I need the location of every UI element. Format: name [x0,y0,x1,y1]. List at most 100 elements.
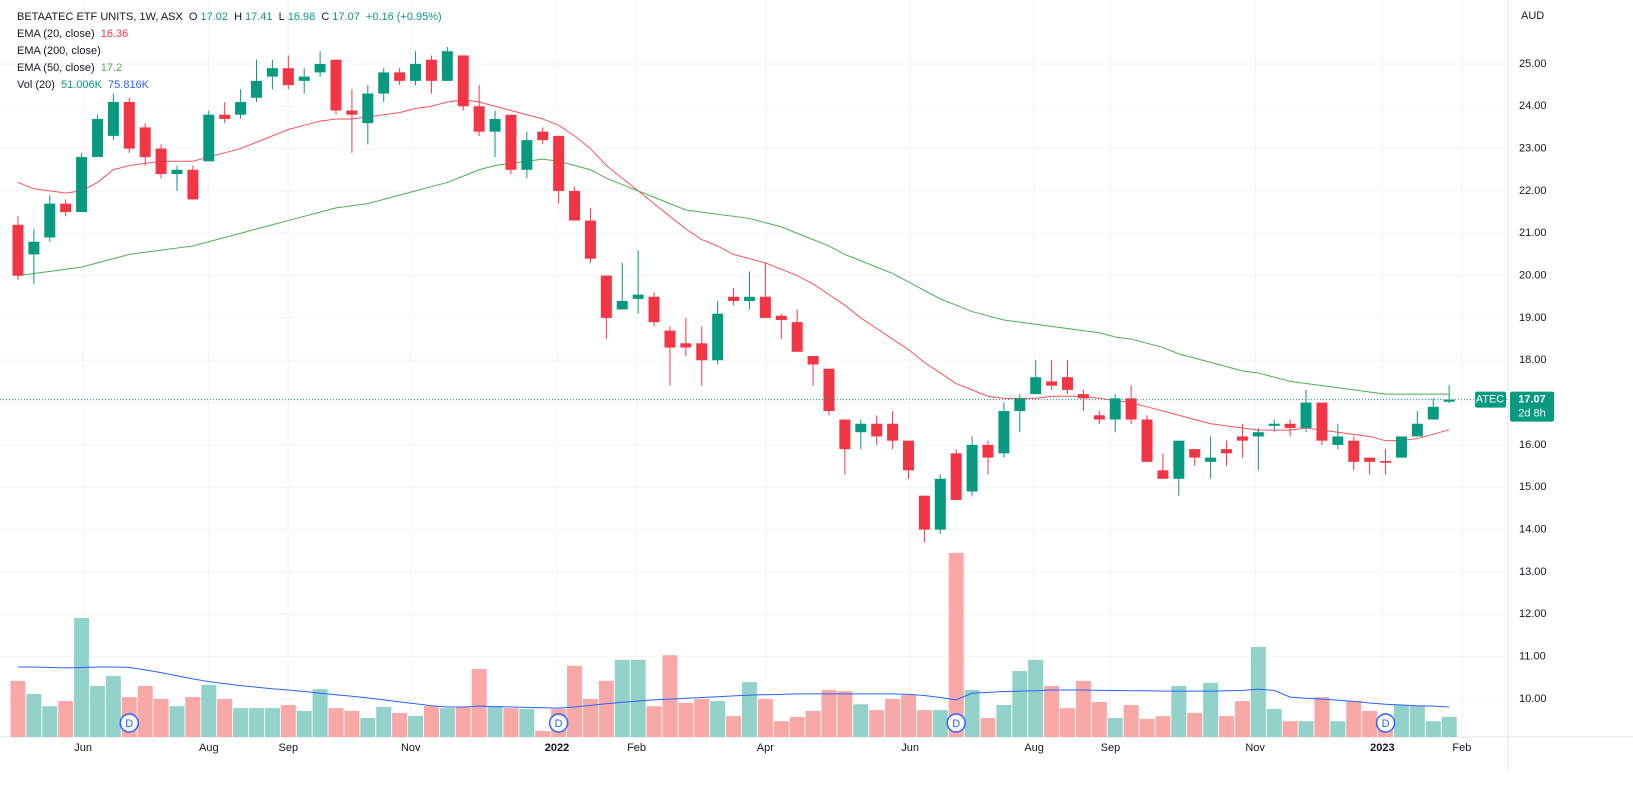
volume-bar [1250,646,1266,737]
candle-body [696,343,708,361]
volume-bar [662,655,678,737]
y-tick-label: 12.00 [1519,608,1547,620]
candle-body [950,453,962,500]
dividend-marker [946,713,966,733]
volume-bar [598,680,614,737]
candle-body [728,296,740,301]
volume-bar [312,689,328,737]
volume-bar [408,716,424,737]
y-tick-label: 10.00 [1519,693,1547,705]
candle-body [823,368,835,412]
candle-body [600,275,612,318]
ohlc-value: 17.02 [200,11,228,23]
candle-body [584,220,596,259]
volume-bar [1091,701,1107,737]
volume-bar [455,706,471,737]
candle-body [759,296,771,318]
volume-bar [1203,682,1219,737]
candle-body [282,68,294,86]
candle-body [1046,381,1058,386]
ohlc-prefix: H [234,11,243,23]
candle-body [457,55,469,107]
volume-bar [726,716,742,737]
candle-body [1221,449,1233,454]
volume-bar [1330,721,1346,737]
legend-row: EMA (200, close) [17,43,445,60]
dividend-marker [1375,713,1396,733]
volume-bar [1425,721,1441,737]
candle-body [902,440,914,471]
currency: AUD [1521,10,1544,22]
volume-bar [10,680,26,737]
ohlc-prefix: L [278,11,285,23]
x-tick-label: Feb [1452,742,1471,754]
volume-bar [980,718,996,737]
volume-bar [296,710,312,737]
volume-bar [280,704,296,737]
candle-body [346,110,358,115]
volume-bar [185,697,201,737]
ohlc-prefix: O [188,11,198,23]
y-tick-label: 13.00 [1519,566,1547,578]
volume-ma [17,666,1450,709]
volume-bar [233,708,249,737]
candle-body [1189,449,1201,458]
volume-bar [1441,716,1457,737]
candle-body [1077,394,1089,399]
volume-bar [423,706,439,737]
volume-bar [630,659,646,737]
volume-bar [1187,712,1203,737]
volume-bar [105,676,121,737]
y-tick-label: 14.00 [1519,523,1547,535]
candle-body [473,106,485,132]
candle-body [1316,402,1328,441]
candle-body [1395,436,1407,458]
candle-body [203,114,215,162]
volume-bar [614,659,630,737]
candle-body [1173,440,1185,479]
candle-body [330,59,342,111]
candle-body [505,114,517,170]
candle-body [569,190,581,221]
volume-bar [1123,704,1139,737]
volume-bar [1282,721,1298,737]
candle-body [1300,402,1312,428]
candle-body [887,423,899,441]
candle-body [712,313,724,361]
ohlc-value: 17.41 [245,11,273,23]
y-tick-label: 18.00 [1519,354,1547,366]
x-tick-label: Apr [757,742,774,754]
volume-bar [1266,708,1282,737]
candle-body [1141,419,1153,462]
dividend-marker [119,713,140,733]
candle-body [1125,398,1137,420]
change: +0.16 (+0.95%) [365,11,442,23]
x-tick-label: Feb [627,742,646,754]
legend-name: Vol (20) [17,79,55,91]
volume-bar [360,718,376,737]
candle-body [918,495,930,530]
volume-bar [58,701,74,737]
candle-body [139,127,151,158]
dividend-label: D [125,718,133,730]
y-tick-label: 11.00 [1519,650,1546,662]
ohlc-prefix: C [321,11,330,23]
volume-bar [1314,697,1330,737]
dividend-label: D [1382,718,1390,730]
candle-body [680,343,692,348]
volume-bar [201,684,217,737]
volume-bar [328,708,344,737]
candle-body [1364,457,1376,462]
volume-bar [1362,710,1378,737]
dividend-marker [548,713,569,733]
candle-body [855,423,867,433]
legend-name: EMA (200, close) [17,45,101,57]
candle-body [1252,432,1264,437]
candle-body [28,241,40,255]
x-tick-label: Aug [199,742,219,754]
volume-bar [1107,718,1123,737]
volume-bar [885,699,901,737]
volume-bar [89,686,105,737]
candle-body [1443,399,1455,402]
volume-bar [1060,708,1076,737]
